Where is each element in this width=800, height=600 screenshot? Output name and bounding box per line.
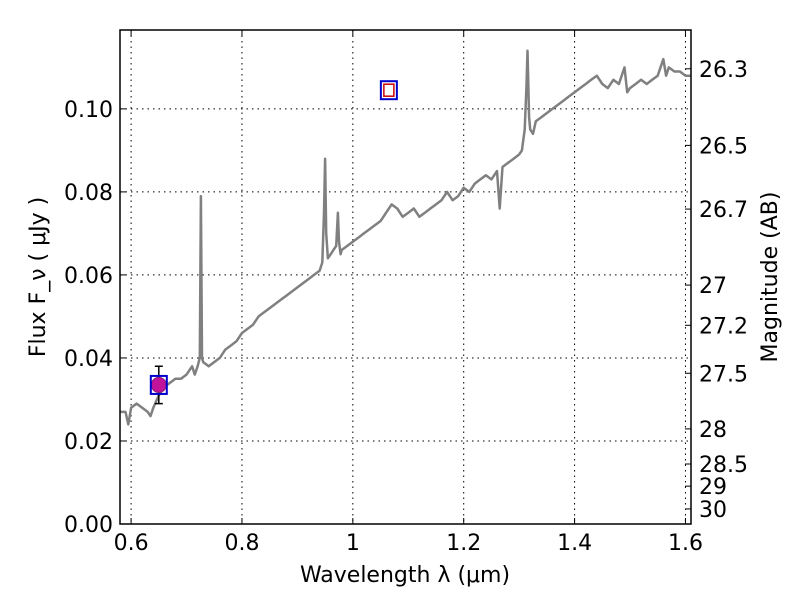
right-tick-label: 26.5: [699, 134, 748, 159]
x-tick-label: 1.6: [668, 531, 703, 556]
right-tick-label: 28: [699, 418, 727, 443]
plot-frame: [119, 29, 692, 525]
y-tick-label: 0.10: [64, 98, 113, 123]
right-tick-label: 26.3: [699, 58, 748, 83]
y-tick-label: 0.06: [64, 264, 113, 289]
photometry-square-marker: [149, 374, 168, 395]
photometry-circle-marker: [150, 376, 167, 393]
right-tick-label: 26.7: [699, 198, 748, 223]
x-tick-label: 1: [346, 531, 360, 556]
right-tick-label: 27: [699, 274, 727, 299]
spectrum-series: [120, 49, 691, 426]
x-tick-labels: 0.6 0.8 1 1.2 1.4 1.6: [114, 531, 703, 556]
x-axis-label: Wavelength λ (μm): [300, 563, 510, 588]
plot-area: [120, 30, 691, 524]
y-tick-label: 0.00: [64, 513, 113, 538]
x-tick-label: 0.8: [224, 531, 259, 556]
axis-ticks: [120, 30, 691, 525]
y-tick-labels: 0.00 0.02 0.04 0.06 0.08 0.10: [64, 98, 113, 538]
x-tick-label: 1.2: [446, 531, 481, 556]
spectrum-line: [120, 49, 691, 426]
y-tick-label: 0.04: [64, 347, 113, 372]
photometry-inner-square-marker: [383, 83, 395, 97]
y-tick-label: 0.08: [64, 181, 113, 206]
right-tick-label: 27.5: [699, 362, 748, 387]
x-tick-label: 0.6: [114, 531, 149, 556]
y-axis-label: Flux F_ν ( μJy ): [26, 197, 51, 357]
photometry-square-marker: [379, 80, 398, 101]
right-tick-label: 27.2: [699, 314, 748, 339]
y-tick-label: 0.02: [64, 430, 113, 455]
x-tick-label: 1.4: [557, 531, 592, 556]
photometry-markers: [149, 80, 398, 405]
right-tick-label: 30: [699, 498, 727, 523]
right-axis-label: Magnitude (AB): [758, 192, 783, 363]
right-tick-label: 28.5: [699, 453, 748, 478]
right-tick-label: 29: [699, 475, 727, 500]
